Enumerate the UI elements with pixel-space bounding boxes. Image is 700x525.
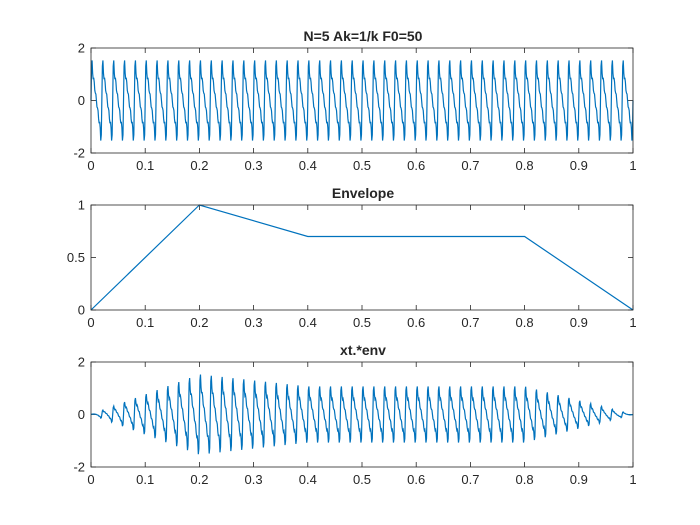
subplot-signal-xtick-label: 1 — [629, 158, 636, 173]
subplot-envelope-xtick-label: 0.8 — [516, 315, 534, 330]
subplot-product-xtick-label: 0.8 — [516, 472, 534, 487]
subplot-signal-title: N=5 Ak=1/k F0=50 — [304, 28, 423, 44]
subplot-product-line — [90, 374, 634, 455]
subplot-envelope-axes-box — [90, 204, 634, 311]
subplot-product-xtick-label: 0.6 — [407, 472, 425, 487]
subplot-product-axes-box — [90, 361, 634, 468]
subplot-envelope-xtick-label: 1 — [629, 315, 636, 330]
subplot-envelope-xtick-label: 0.3 — [245, 315, 263, 330]
subplot-signal-xtick-label: 0.6 — [407, 158, 425, 173]
subplot-signal-xtick-label: 0.4 — [299, 158, 317, 173]
subplot-product-xtick-label: 1 — [629, 472, 636, 487]
subplot-signal: N=5 Ak=1/k F0=50 0 0.1 0.2 0.3 0.4 0.5 0.6 0.7 0… — [73, 28, 636, 173]
subplot-product: xt.*env 0 0.1 0.2 0.3 0.4 0.5 0.6 0.7 0.8 0.9 1-20… — [73, 342, 636, 487]
subplot-envelope-title: Envelope — [332, 185, 394, 201]
subplot-signal-ticks: 0 0.1 0.2 0.3 0.4 0.5 0.6 0.7 0.8 0.9 1-202 — [73, 41, 636, 174]
subplot-signal-ytick-label: -2 — [73, 146, 85, 161]
subplot-product-ytick-label: 2 — [78, 355, 85, 370]
subplot-product-xtick-label: 0.1 — [136, 472, 154, 487]
subplot-envelope-xtick-label: 0.6 — [407, 315, 425, 330]
subplot-envelope-xtick-label: 0.4 — [299, 315, 317, 330]
subplot-envelope-xtick-label: 0.5 — [353, 315, 371, 330]
subplot-envelope: Envelope 0 0.1 0.2 0.3 0.4 0.5 0.6 0.7 0.8 0.9 100… — [67, 185, 637, 330]
subplot-product-xtick-label: 0.3 — [245, 472, 263, 487]
subplot-signal-xtick-label: 0.9 — [570, 158, 588, 173]
subplot-signal-line — [90, 60, 634, 141]
subplot-product-xtick-label: 0.4 — [299, 472, 317, 487]
subplot-product-ytick-label: 0 — [78, 407, 85, 422]
subplot-envelope-xtick-label: 0.1 — [136, 315, 154, 330]
subplot-signal-axes-box — [90, 47, 634, 154]
subplot-envelope-ytick-label: 1 — [78, 198, 85, 213]
subplot-signal-xtick-label: 0 — [87, 158, 94, 173]
subplot-product-xtick-label: 0.5 — [353, 472, 371, 487]
subplot-signal-xtick-label: 0.3 — [245, 158, 263, 173]
subplot-signal-ytick-label: 2 — [78, 41, 85, 56]
subplot-product-ticks: 0 0.1 0.2 0.3 0.4 0.5 0.6 0.7 0.8 0.9 1-202 — [73, 355, 636, 488]
subplot-signal-xtick-label: 0.8 — [516, 158, 534, 173]
subplot-signal-ytick-label: 0 — [78, 93, 85, 108]
subplot-signal-xtick-label: 0.5 — [353, 158, 371, 173]
subplot-product-xtick-label: 0 — [87, 472, 94, 487]
subplot-envelope-line — [90, 204, 634, 311]
subplot-envelope-xtick-label: 0.7 — [461, 315, 479, 330]
subplot-product-title: xt.*env — [340, 342, 386, 358]
subplot-envelope-ytick-label: 0.5 — [67, 250, 85, 265]
subplot-envelope-ytick-label: 0 — [78, 303, 85, 318]
subplot-product-xtick-label: 0.7 — [461, 472, 479, 487]
subplot-signal-xtick-label: 0.2 — [190, 158, 208, 173]
subplot-envelope-xtick-label: 0.2 — [190, 315, 208, 330]
subplot-envelope-xtick-label: 0 — [87, 315, 94, 330]
subplot-product-ytick-label: -2 — [73, 460, 85, 475]
subplot-envelope-xtick-label: 0.9 — [570, 315, 588, 330]
subplot-signal-xtick-label: 0.1 — [136, 158, 154, 173]
subplot-product-xtick-label: 0.2 — [190, 472, 208, 487]
subplot-product-xtick-label: 0.9 — [570, 472, 588, 487]
subplot-signal-xtick-label: 0.7 — [461, 158, 479, 173]
subplot-envelope-ticks: 0 0.1 0.2 0.3 0.4 0.5 0.6 0.7 0.8 0.9 1 0 0.5 1 — [67, 198, 637, 331]
